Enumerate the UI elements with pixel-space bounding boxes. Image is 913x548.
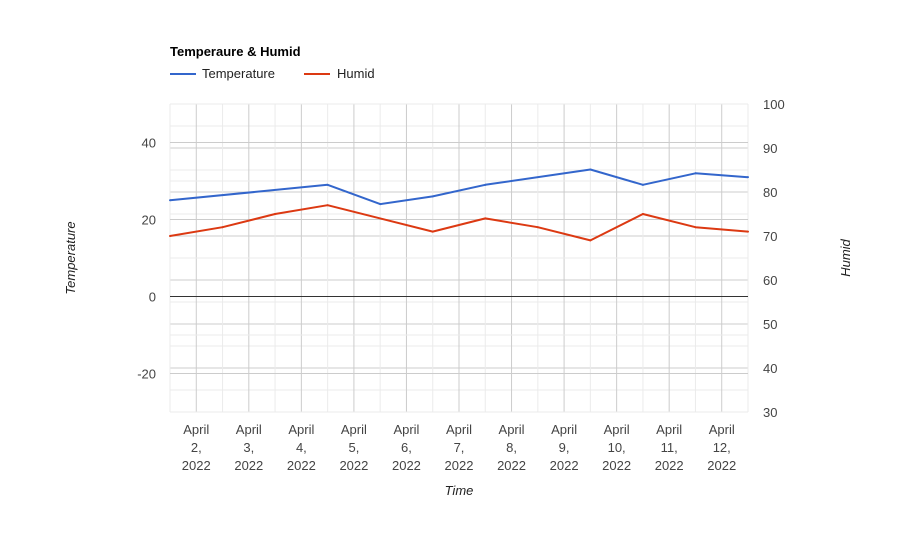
series-lines xyxy=(169,168,749,242)
x-tick-label-line: 7, xyxy=(454,440,465,455)
x-tick-label: April 11, 2022 xyxy=(655,422,684,473)
data-point-humid[interactable] xyxy=(694,226,697,229)
y-axis-left-title: Temperature xyxy=(63,221,78,294)
x-tick-label: April 6, 2022 xyxy=(392,422,421,473)
grid xyxy=(169,103,749,413)
data-point-temperature[interactable] xyxy=(694,172,697,175)
x-tick-label-line: 2022 xyxy=(392,458,421,473)
data-point-humid[interactable] xyxy=(747,230,749,233)
data-point-temperature[interactable] xyxy=(589,168,592,171)
x-tick-label-line: 12, xyxy=(713,440,731,455)
legend-item-temperature[interactable]: Temperature xyxy=(170,66,275,81)
y-right-tick-label: 50 xyxy=(763,317,777,332)
data-point-humid[interactable] xyxy=(484,217,487,220)
y-axis-left: -20 0 20 40 xyxy=(137,136,156,382)
x-tick-label: April 2, 2022 xyxy=(182,422,211,473)
x-tick-label-line: 2022 xyxy=(234,458,263,473)
y-axis-right-title: Humid xyxy=(838,238,853,276)
x-tick-label-line: 5, xyxy=(348,440,359,455)
y-left-tick-label: 20 xyxy=(142,213,156,228)
x-tick-label-line: 2, xyxy=(191,440,202,455)
x-tick-label: April 3, 2022 xyxy=(234,422,263,473)
x-tick-label-line: 10, xyxy=(608,440,626,455)
data-point-humid[interactable] xyxy=(641,213,644,215)
x-tick-label: April 10, 2022 xyxy=(602,422,631,473)
x-tick-label-line: April xyxy=(236,422,262,437)
y-axis-right: 30 40 50 60 70 80 90 100 xyxy=(763,97,785,420)
x-tick-label-line: April xyxy=(709,422,735,437)
x-tick-label: April 7, 2022 xyxy=(445,422,474,473)
x-tick-label-line: April xyxy=(183,422,209,437)
data-point-humid[interactable] xyxy=(431,230,434,233)
y-left-tick-label: 40 xyxy=(142,136,156,151)
x-tick-label-line: 2022 xyxy=(550,458,579,473)
x-tick-label-line: April xyxy=(499,422,525,437)
data-point-temperature[interactable] xyxy=(484,183,487,186)
x-tick-label-line: 2022 xyxy=(655,458,684,473)
x-tick-label-line: 6, xyxy=(401,440,412,455)
data-point-temperature[interactable] xyxy=(379,203,382,206)
y-right-tick-label: 30 xyxy=(763,405,777,420)
x-tick-label-line: April xyxy=(551,422,577,437)
y-right-tick-label: 100 xyxy=(763,97,785,112)
data-point-temperature[interactable] xyxy=(747,176,749,179)
x-tick-label-line: 2022 xyxy=(707,458,736,473)
data-point-temperature[interactable] xyxy=(431,195,434,198)
x-tick-label-line: April xyxy=(446,422,472,437)
data-point-temperature[interactable] xyxy=(169,199,171,202)
y-right-tick-label: 60 xyxy=(763,273,777,288)
x-tick-label-line: 8, xyxy=(506,440,517,455)
legend-label-humid: Humid xyxy=(337,66,375,81)
x-tick-label: April 5, 2022 xyxy=(339,422,368,473)
x-tick-label-line: April xyxy=(288,422,314,437)
x-tick-label: April 12, 2022 xyxy=(707,422,736,473)
x-tick-label-line: 11, xyxy=(661,440,678,455)
x-tick-label-line: 2022 xyxy=(602,458,631,473)
data-point-humid[interactable] xyxy=(326,204,329,207)
legend-item-humid[interactable]: Humid xyxy=(304,66,375,81)
legend: Temperature Humid xyxy=(170,66,375,81)
y-left-tick-label: -20 xyxy=(137,367,156,382)
x-tick-label-line: 2022 xyxy=(182,458,211,473)
y-right-tick-label: 40 xyxy=(763,361,777,376)
chart-title: Temperaure & Humid xyxy=(170,44,301,59)
y-right-tick-label: 70 xyxy=(763,229,777,244)
data-point-temperature[interactable] xyxy=(326,183,329,186)
x-tick-label-line: 2022 xyxy=(287,458,316,473)
legend-label-temperature: Temperature xyxy=(202,66,275,81)
x-tick-label: April 8, 2022 xyxy=(497,422,526,473)
y-right-tick-label: 90 xyxy=(763,141,777,156)
data-point-humid[interactable] xyxy=(589,239,592,242)
data-point-humid[interactable] xyxy=(169,235,171,237)
x-tick-label-line: 2022 xyxy=(497,458,526,473)
x-tick-label-line: 2022 xyxy=(445,458,474,473)
x-tick-label-line: April xyxy=(393,422,419,437)
x-tick-label-line: 9, xyxy=(559,440,570,455)
data-point-humid[interactable] xyxy=(274,213,277,215)
y-left-tick-label: 0 xyxy=(149,290,156,305)
y-right-tick-label: 80 xyxy=(763,185,777,200)
x-tick-label-line: April xyxy=(604,422,630,437)
x-tick-label-line: 3, xyxy=(243,440,254,455)
x-tick-label-line: 4, xyxy=(296,440,307,455)
x-tick-label-line: 2022 xyxy=(339,458,368,473)
data-point-humid[interactable] xyxy=(221,226,224,229)
x-axis-title: Time xyxy=(445,483,474,498)
x-tick-label: April 4, 2022 xyxy=(287,422,316,473)
data-point-humid[interactable] xyxy=(536,226,539,229)
data-point-temperature[interactable] xyxy=(641,183,644,186)
x-axis: April 2, 2022 April 3, 2022 April 4, 2022 April 5,… xyxy=(182,422,736,473)
x-tick-label-line: April xyxy=(341,422,367,437)
x-tick-label-line: April xyxy=(656,422,682,437)
x-tick-label: April 9, 2022 xyxy=(550,422,579,473)
